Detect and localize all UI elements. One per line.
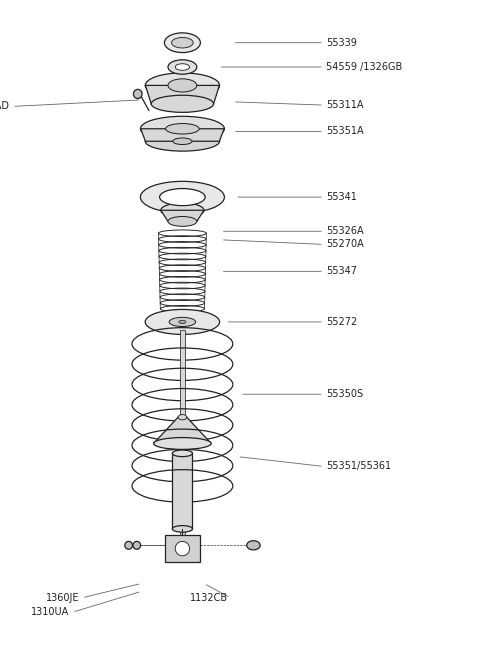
Ellipse shape — [145, 131, 220, 151]
Polygon shape — [165, 535, 200, 562]
Text: 55311A: 55311A — [326, 100, 364, 110]
Text: 55341: 55341 — [326, 192, 357, 202]
Text: 54559 /1326GB: 54559 /1326GB — [326, 62, 403, 72]
Ellipse shape — [164, 33, 201, 53]
Polygon shape — [145, 85, 219, 104]
Ellipse shape — [175, 541, 190, 556]
Text: 55339: 55339 — [326, 37, 357, 48]
Text: 55351A: 55351A — [326, 126, 364, 137]
Ellipse shape — [172, 526, 192, 532]
Ellipse shape — [145, 309, 220, 334]
Polygon shape — [180, 330, 185, 555]
Ellipse shape — [154, 438, 211, 449]
Polygon shape — [172, 453, 192, 529]
Ellipse shape — [168, 60, 197, 74]
Ellipse shape — [169, 317, 196, 327]
Ellipse shape — [145, 73, 220, 98]
Text: 55350S: 55350S — [326, 389, 363, 399]
Text: 55347: 55347 — [326, 266, 358, 277]
Ellipse shape — [159, 189, 205, 206]
Text: 1360JE: 1360JE — [46, 593, 79, 603]
Ellipse shape — [125, 541, 132, 549]
Text: 55326A: 55326A — [326, 226, 364, 237]
Text: 1327AC/1338AD: 1327AC/1338AD — [0, 101, 10, 112]
Text: 55272: 55272 — [326, 317, 358, 327]
Ellipse shape — [166, 124, 199, 134]
Ellipse shape — [175, 64, 190, 70]
Ellipse shape — [168, 217, 197, 226]
Ellipse shape — [140, 181, 225, 213]
Text: 1310UA: 1310UA — [31, 607, 70, 618]
Ellipse shape — [247, 541, 260, 550]
Ellipse shape — [133, 89, 142, 99]
Polygon shape — [161, 210, 204, 221]
Ellipse shape — [179, 321, 186, 324]
Ellipse shape — [161, 203, 204, 217]
Ellipse shape — [140, 116, 225, 141]
Polygon shape — [154, 417, 211, 443]
Text: 1132CB: 1132CB — [190, 593, 228, 603]
Ellipse shape — [172, 450, 192, 457]
Ellipse shape — [151, 95, 214, 112]
Ellipse shape — [178, 415, 187, 420]
Ellipse shape — [173, 138, 192, 145]
Ellipse shape — [172, 37, 193, 48]
Polygon shape — [141, 129, 224, 141]
Ellipse shape — [133, 541, 141, 549]
Ellipse shape — [168, 79, 197, 92]
Text: 55351/55361: 55351/55361 — [326, 461, 392, 472]
Text: 55270A: 55270A — [326, 239, 364, 250]
